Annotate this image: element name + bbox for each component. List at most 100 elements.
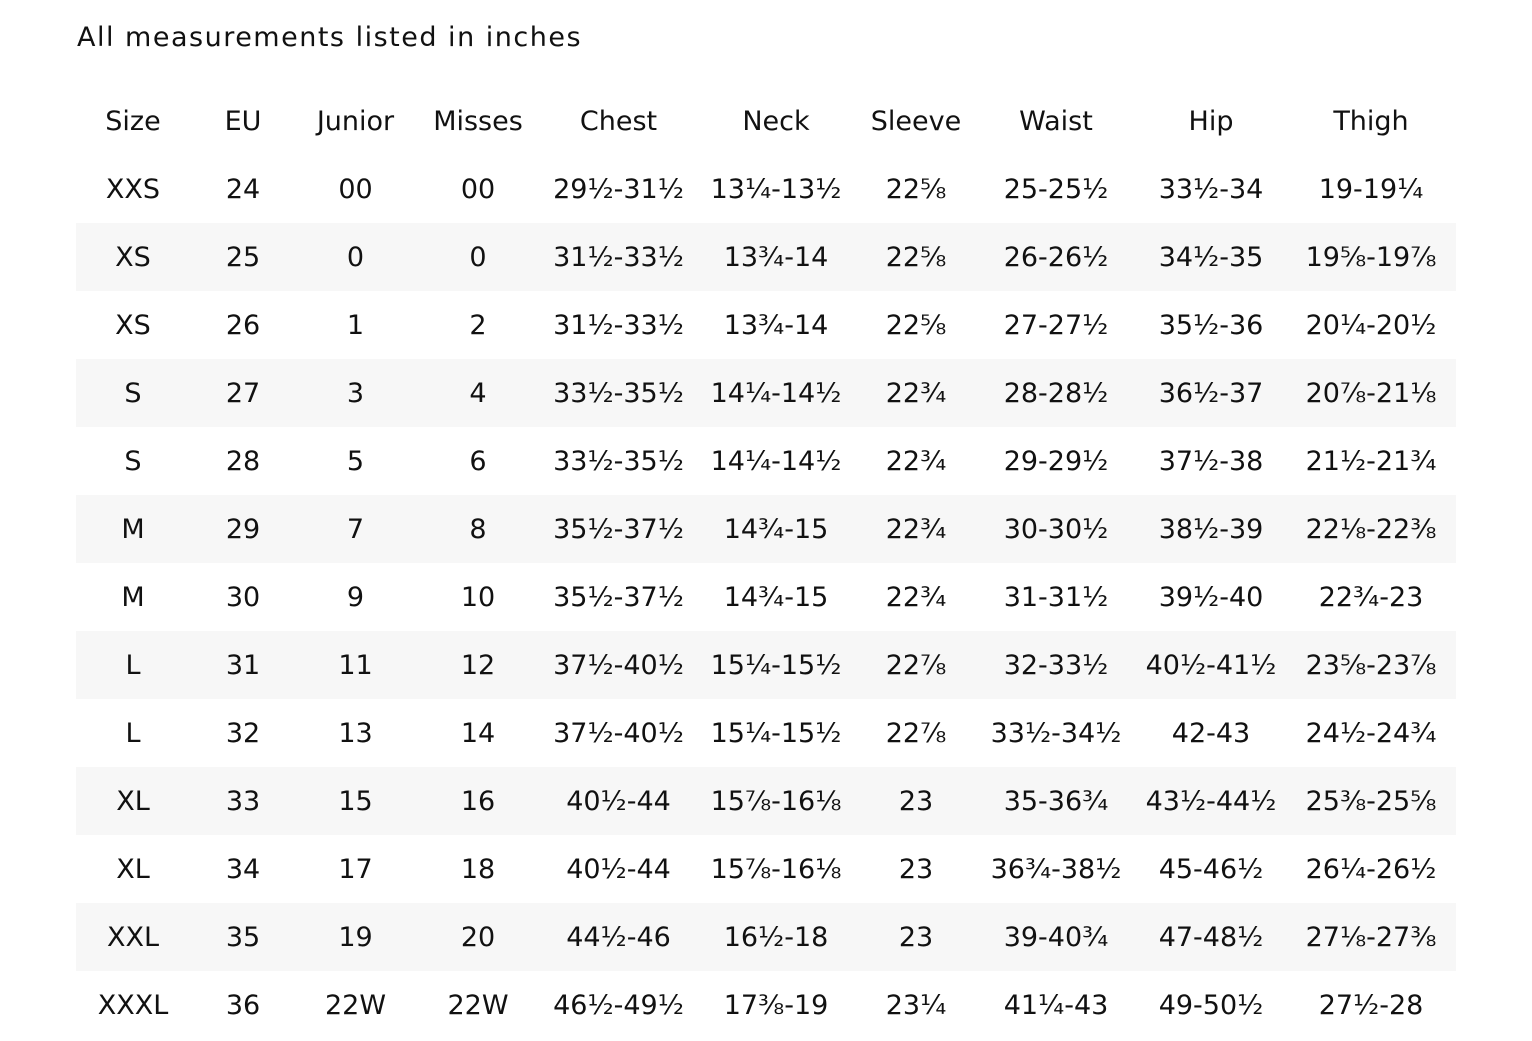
column-header-size: Size [105,105,161,137]
cell-junior: 5 [346,445,365,477]
cell-eu: 29 [225,513,261,545]
cell-size: S [124,377,142,409]
cell-neck: 14¼-14½ [710,445,842,477]
cell-hip: 39½-40 [1158,581,1264,613]
cell-waist: 35-36¾ [1003,785,1109,817]
cell-hip: 43½-44½ [1145,785,1277,817]
cell-thigh: 22¾-23 [1318,581,1424,613]
cell-junior: 1 [346,309,365,341]
cell-hip: 45-46½ [1158,853,1264,885]
cell-chest: 31½-33½ [553,309,684,341]
header-row: Size EU Junior Misses Chest Neck Sleeve Waist Hi… [76,87,1456,155]
cell-neck: 13¾-14 [723,309,829,341]
cell-chest: 29½-31½ [553,173,684,205]
cell-misses: 22W [447,989,509,1021]
cell-size: XL [116,853,150,885]
cell-eu: 26 [225,309,261,341]
cell-chest: 31½-33½ [553,241,684,273]
cell-thigh: 19-19¼ [1318,173,1424,205]
column-header-hip: Hip [1188,105,1234,137]
cell-misses: 2 [469,309,487,341]
cell-junior: 3 [346,377,365,409]
cell-thigh: 27⅛-27⅜ [1305,921,1437,953]
cell-eu: 33 [225,785,261,817]
table-row: M 29 7 8 35½-37½ 14¾-15 22¾ 30-30½ 38½-39 22⅛-22⅜ [76,495,1456,563]
cell-junior: 19 [338,921,373,953]
column-header-misses: Misses [433,105,523,137]
cell-sleeve: 22¾ [885,377,947,409]
cell-waist: 33½-34½ [990,717,1122,749]
cell-sleeve: 22⅞ [885,717,947,749]
table-row: XL 34 17 18 40½-44 15⅞-16⅛ 23 36¾-38½ 45-46½ 26¼-… [76,835,1456,903]
cell-size: XS [115,241,151,273]
table-row: L 31 11 12 37½-40½ 15¼-15½ 22⅞ 32-33½ 40½-41½ 23⅝… [76,631,1456,699]
cell-hip: 40½-41½ [1145,649,1277,681]
cell-sleeve: 22⅞ [885,649,947,681]
cell-thigh: 27½-28 [1318,989,1424,1021]
cell-chest: 37½-40½ [553,649,684,681]
cell-thigh: 23⅝-23⅞ [1305,649,1437,681]
cell-misses: 8 [469,513,487,545]
cell-junior: 15 [338,785,373,817]
cell-neck: 15⅞-16⅛ [710,853,842,885]
cell-thigh: 22⅛-22⅜ [1305,513,1437,545]
cell-eu: 25 [225,241,261,273]
cell-hip: 34½-35 [1158,241,1264,273]
cell-eu: 34 [225,853,261,885]
cell-thigh: 24½-24¾ [1305,717,1437,749]
cell-sleeve: 22⅝ [885,241,947,273]
cell-sleeve: 22¾ [885,445,947,477]
cell-neck: 14¾-15 [723,513,829,545]
cell-eu: 31 [225,649,261,681]
cell-size: XXL [106,921,160,953]
cell-hip: 49-50½ [1158,989,1264,1021]
cell-eu: 32 [225,717,261,749]
cell-neck: 13¾-14 [723,241,829,273]
cell-chest: 37½-40½ [553,717,684,749]
column-header-thigh: Thigh [1333,105,1409,137]
table-row: M 30 9 10 35½-37½ 14¾-15 22¾ 31-31½ 39½-40 22¾-23 [76,563,1456,631]
cell-eu: 30 [225,581,261,613]
cell-waist: 26-26½ [1003,241,1109,273]
cell-neck: 13¼-13½ [710,173,842,205]
cell-misses: 18 [460,853,496,885]
cell-waist: 30-30½ [1003,513,1109,545]
column-header-waist: Waist [1019,105,1093,137]
cell-size: M [121,581,145,613]
cell-sleeve: 22¾ [885,513,947,545]
cell-misses: 6 [469,445,487,477]
cell-hip: 38½-39 [1158,513,1264,545]
cell-neck: 16½-18 [723,921,829,953]
cell-neck: 15¼-15½ [710,717,842,749]
cell-misses: 12 [460,649,496,681]
cell-waist: 41¼-43 [1003,989,1109,1021]
column-header-eu: EU [224,105,262,137]
cell-chest: 44½-46 [566,921,671,953]
cell-junior: 13 [338,717,373,749]
cell-sleeve: 22⅝ [885,309,947,341]
cell-waist: 29-29½ [1003,445,1109,477]
cell-misses: 20 [460,921,496,953]
table-row: XS 25 0 0 31½-33½ 13¾-14 22⅝ 26-26½ 34½-35 19⅝-19… [76,223,1456,291]
cell-chest: 33½-35½ [553,377,684,409]
cell-waist: 36¾-38½ [990,853,1122,885]
cell-sleeve: 23 [898,785,934,817]
cell-neck: 14¾-15 [723,581,829,613]
cell-sleeve: 23¼ [885,989,947,1021]
cell-hip: 35½-36 [1158,309,1264,341]
cell-eu: 27 [225,377,261,409]
cell-waist: 31-31½ [1003,581,1109,613]
cell-sleeve: 23 [898,853,934,885]
table-row: XXS 24 00 00 29½-31½ 13¼-13½ 22⅝ 25-25½ 33½-34 19… [76,155,1456,223]
cell-hip: 47-48½ [1158,921,1264,953]
cell-junior: 0 [346,241,365,273]
size-chart-table: Size EU Junior Misses Chest Neck Sleeve Waist Hi… [76,87,1456,1039]
column-header-neck: Neck [742,105,810,137]
cell-misses: 0 [469,241,487,273]
cell-size: XXXL [97,989,169,1021]
page-title: All measurements listed in inches [77,22,583,53]
column-header-junior: Junior [316,105,395,137]
table-row: XL 33 15 16 40½-44 15⅞-16⅛ 23 35-36¾ 43½-44½ 25⅜-… [76,767,1456,835]
cell-junior: 7 [346,513,365,545]
cell-thigh: 19⅝-19⅞ [1305,241,1437,273]
